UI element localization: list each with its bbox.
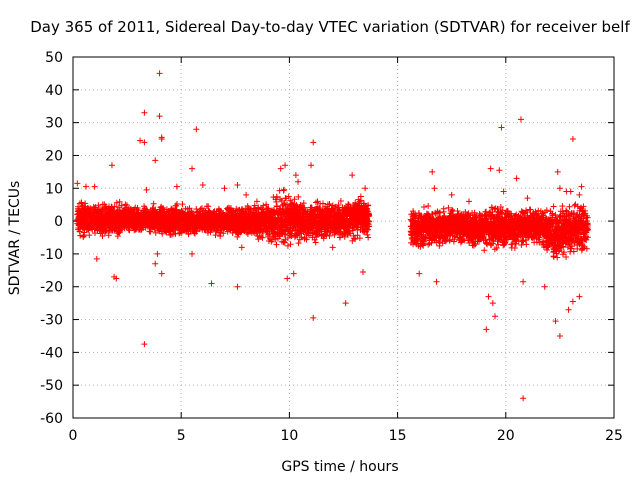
band-point [159,230,166,237]
band-point [113,199,120,206]
chart-title: Day 365 of 2011, Sidereal Day-to-day VTE… [30,18,630,36]
y-tick-label: -30 [40,313,63,329]
band-point [115,229,122,236]
y-tick-label: 50 [45,50,63,66]
band-point [108,203,115,210]
band-point [111,203,118,210]
y-tick-label: -60 [40,411,63,427]
band-point [76,228,83,235]
band-point [150,200,157,207]
y-tick-label: -50 [40,378,63,394]
y-tick-label: -10 [40,247,63,263]
axis-ticks: 0 5 10 15 20 25 -60 -50 -40 -30 -20 -10 0 10 20 30 40 50 [40,50,623,444]
band-point [118,202,125,209]
x-tick-label: 0 [69,428,78,444]
y-tick-label: 40 [45,83,63,99]
band-point [135,207,142,214]
y-tick-label: 10 [45,181,63,197]
x-tick-label: 5 [177,428,186,444]
band-point [116,198,123,205]
band-point [163,229,170,236]
y-tick-label: 20 [45,148,63,164]
x-tick-label: 25 [605,428,623,444]
band-point [86,232,93,239]
x-tick-label: 15 [389,428,407,444]
y-tick-label: 30 [45,116,63,132]
x-tick-label: 20 [497,428,515,444]
band-point [125,226,132,233]
y-tick-label: -20 [40,280,63,296]
band-point [123,202,130,209]
dense-data-band [74,186,591,261]
y-tick-label: 0 [54,214,63,230]
band-point [78,199,85,206]
band-point [95,202,102,209]
x-tick-label: 10 [280,428,298,444]
y-tick-label: -40 [40,345,63,361]
band-point [174,201,181,208]
